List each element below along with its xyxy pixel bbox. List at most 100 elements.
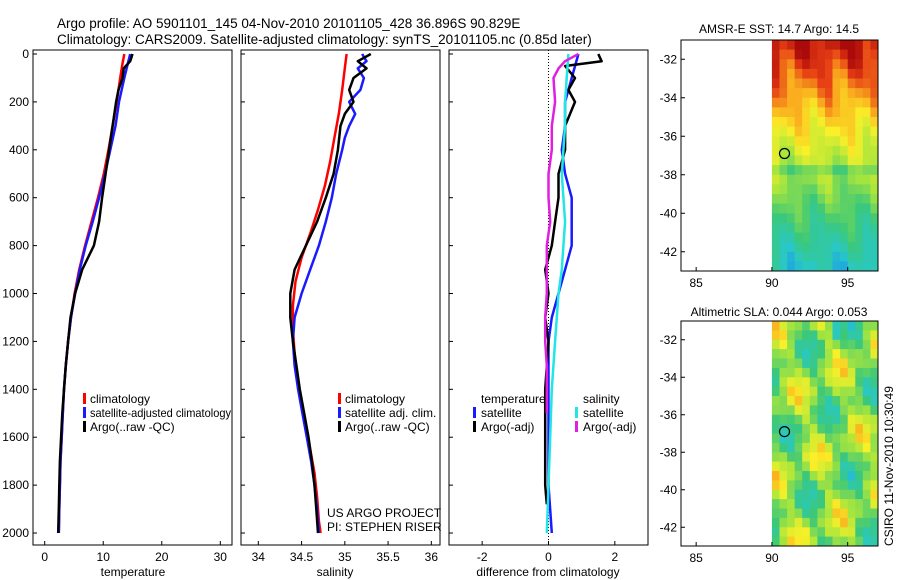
heatmap-cell — [787, 49, 796, 60]
heatmap-cell — [771, 461, 781, 472]
heatmap-cell — [802, 499, 811, 510]
heatmap-cell — [855, 117, 864, 128]
heatmap-cell — [794, 442, 803, 453]
heatmap-cell — [840, 330, 849, 341]
heatmap-cell — [825, 499, 834, 510]
heatmap-cell — [870, 349, 878, 360]
heatmap-cell — [794, 251, 803, 262]
heatmap-cell — [862, 68, 871, 80]
x-tick-label: 95 — [841, 276, 855, 290]
legend-swatch-blue — [473, 407, 476, 418]
heatmap-cell — [802, 232, 811, 243]
heatmap-cell — [870, 107, 878, 118]
heatmap-cell — [862, 203, 871, 214]
heatmap-cell — [855, 251, 864, 262]
heatmap-cell — [802, 174, 811, 185]
heatmap-cell — [787, 424, 796, 435]
heatmap-cell — [855, 194, 864, 205]
heatmap-cell — [809, 261, 818, 271]
heatmap-cell — [817, 517, 826, 528]
heatmap-cell — [870, 251, 878, 262]
heatmap-cell — [862, 414, 871, 425]
legend-label: climatology — [345, 392, 405, 406]
heatmap-cell — [802, 194, 811, 205]
heatmap-cell — [825, 377, 834, 388]
heatmap-cell — [809, 508, 818, 519]
heatmap-cell — [779, 88, 788, 99]
heatmap-cell — [817, 414, 826, 425]
legend-swatch-black — [473, 421, 476, 432]
heatmap-cell — [809, 88, 818, 99]
heatmap-cell — [855, 349, 864, 360]
heatmap-cell — [787, 117, 796, 128]
heatmap-cell — [794, 330, 803, 341]
heatmap-cell — [787, 489, 796, 500]
heatmap-cell — [787, 358, 796, 369]
heatmap-cell — [862, 251, 871, 262]
heatmap-cell — [840, 117, 849, 128]
heatmap-cell — [787, 107, 796, 118]
heatmap-cell — [825, 536, 834, 546]
heatmap-cell — [840, 213, 849, 224]
heatmap-cell — [779, 49, 788, 60]
black-profile-line — [56, 53, 134, 534]
heatmap-cell — [825, 136, 834, 147]
heatmap-cell — [847, 499, 856, 510]
heatmap-cell — [794, 424, 803, 435]
heatmap-cell — [817, 126, 826, 137]
heatmap-cell — [809, 424, 818, 435]
heatmap-cell — [870, 358, 878, 369]
heatmap-cell — [787, 136, 796, 147]
heatmap-cell — [817, 174, 826, 185]
heatmap-cell — [802, 155, 811, 166]
heatmap-cell — [771, 386, 781, 397]
heatmap-cell — [771, 40, 781, 51]
heatmap-cell — [779, 117, 788, 128]
profile-curves — [56, 52, 603, 534]
heatmap-cell — [832, 321, 841, 331]
sst-map-frame — [680, 39, 879, 272]
heatmap-cell — [771, 136, 781, 147]
heatmap-cell — [802, 136, 811, 147]
heatmap-cell — [802, 59, 811, 70]
heatmap-cell — [794, 203, 803, 214]
heatmap-cell — [817, 349, 826, 360]
heatmap-cell — [794, 377, 803, 388]
heatmap-cell — [817, 68, 826, 80]
heatmap-cell — [862, 232, 871, 243]
heatmap-cell — [832, 155, 841, 166]
heatmap-cell — [855, 386, 864, 397]
heatmap-cell — [870, 386, 878, 397]
heatmap-cell — [855, 480, 864, 491]
heatmap-cell — [862, 321, 871, 331]
heatmap-cell — [870, 68, 878, 80]
heatmap-cell — [840, 517, 849, 528]
heatmap-cell — [771, 261, 781, 271]
heatmap-cell — [870, 396, 878, 406]
x-tick-label: 85 — [689, 551, 703, 565]
heatmap-cell — [847, 536, 856, 546]
heatmap-cell — [862, 330, 871, 341]
side-credit: CSIRO 11-Nov-2010 10:30:49 — [882, 386, 896, 546]
heatmap-cell — [817, 367, 826, 378]
heatmap-cell — [787, 442, 796, 453]
argo-position-marker — [778, 147, 791, 160]
heatmap-cell — [802, 107, 811, 118]
heatmap-cell — [794, 242, 803, 253]
heatmap-cell — [802, 321, 811, 331]
heatmap-cell — [794, 261, 803, 271]
heatmap-cell — [847, 261, 856, 271]
heatmap-cell — [847, 222, 856, 234]
heatmap-cell — [817, 232, 826, 243]
heatmap-cell — [817, 117, 826, 128]
heatmap-cell — [809, 126, 818, 137]
heatmap-cell — [847, 480, 856, 491]
heatmap-cell — [862, 536, 871, 546]
heatmap-cell — [870, 136, 878, 147]
heatmap-cell — [771, 165, 781, 176]
heatmap-cell — [802, 68, 811, 80]
heatmap-cell — [855, 203, 864, 214]
heatmap-cell — [832, 174, 841, 185]
legend-label: Argo(..raw -QC) — [345, 420, 430, 434]
heatmap-cell — [771, 242, 781, 253]
